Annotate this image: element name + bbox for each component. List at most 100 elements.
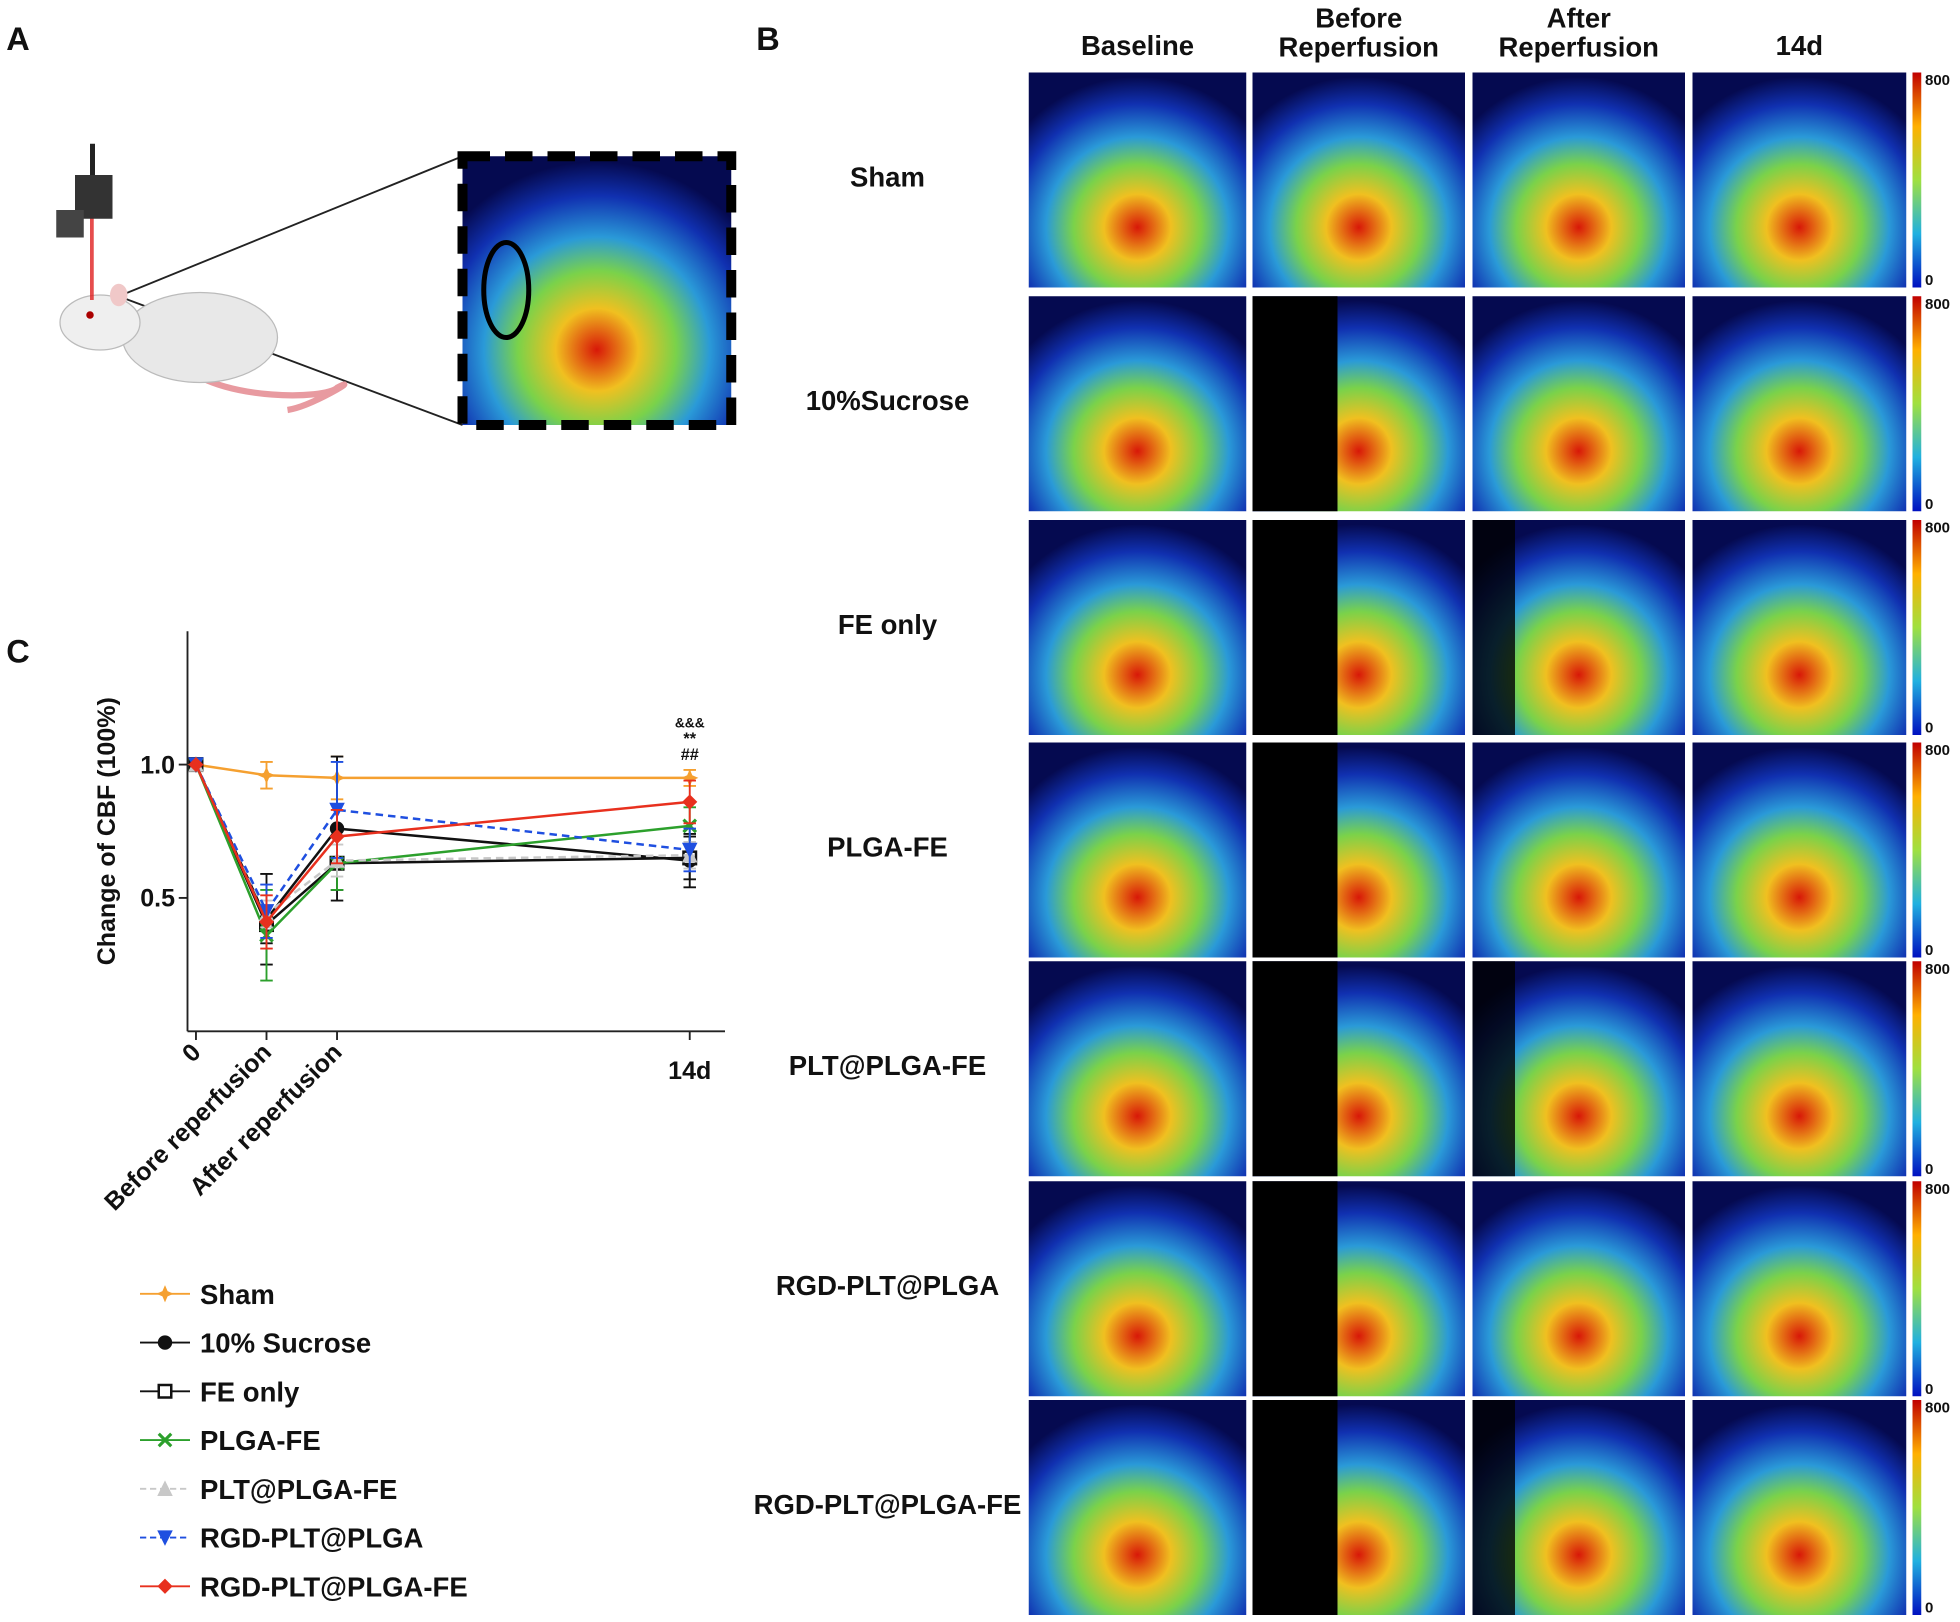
colorbar-label: 800 — [1925, 1400, 1950, 1417]
perfusion-image — [1028, 296, 1247, 512]
perfusion-image — [1692, 520, 1907, 735]
perfusion-image — [1472, 296, 1685, 512]
series-line — [194, 764, 690, 925]
column-header: After — [1547, 3, 1611, 34]
series-line — [194, 764, 690, 938]
row-label: Sham — [850, 161, 925, 192]
colorbar — [1912, 72, 1922, 288]
ischemic-region — [1252, 1400, 1338, 1615]
perfusion-image — [1028, 1181, 1247, 1397]
colorbar-label: 0 — [1925, 1600, 1933, 1617]
colorbar-label: 800 — [1925, 961, 1950, 978]
ischemic-region — [1472, 520, 1515, 735]
marker — [682, 794, 698, 810]
y-tick-label: 0.5 — [140, 885, 175, 913]
legend-label: Sham — [200, 1279, 275, 1310]
marker — [329, 829, 345, 845]
perfusion-image — [1472, 742, 1685, 958]
panel-label: C — [6, 634, 29, 670]
ischemic-region — [1252, 520, 1338, 735]
colorbar-label: 0 — [1925, 720, 1933, 737]
colorbar-label: 800 — [1925, 520, 1950, 537]
marker — [157, 1383, 173, 1399]
perfusion-image — [1252, 72, 1465, 288]
series-line — [195, 763, 690, 780]
perfusion-image — [1028, 961, 1247, 1177]
row-label: RGD-PLT@PLGA-FE — [754, 1489, 1022, 1520]
perfusion-image — [1472, 1181, 1685, 1397]
marker — [257, 766, 276, 784]
perfusion-image — [1692, 1400, 1907, 1615]
ischemic-region — [1252, 961, 1338, 1177]
colorbar — [1912, 520, 1922, 735]
legend-label: RGD-PLT@PLGA-FE — [200, 1571, 468, 1602]
row-label: PLT@PLGA-FE — [789, 1050, 986, 1081]
x-tick-label: 0 — [177, 1038, 207, 1068]
perfusion-image — [1692, 961, 1907, 1177]
colorbar-label: 0 — [1925, 1161, 1933, 1178]
significance-annotation: &&& — [675, 716, 705, 731]
marker — [681, 842, 698, 859]
ischemic-region — [1252, 1181, 1338, 1397]
colorbar-label: 800 — [1925, 1181, 1950, 1198]
ischemic-region — [1252, 742, 1338, 958]
marker — [157, 1335, 173, 1350]
perfusion-image — [1028, 742, 1247, 958]
legend-label: 10% Sucrose — [200, 1328, 371, 1359]
marker — [258, 914, 275, 930]
perfusion-image — [1692, 296, 1907, 512]
x-tick-label: 14d — [668, 1057, 711, 1085]
ischemic-region — [1472, 1400, 1515, 1615]
column-header: Baseline — [1081, 30, 1194, 61]
colorbar-label: 0 — [1925, 272, 1933, 289]
column-header: Reperfusion — [1279, 31, 1439, 62]
legend-label: RGD-PLT@PLGA — [200, 1523, 424, 1554]
legend-label: PLGA-FE — [200, 1425, 321, 1456]
image-grid: BaselineBeforeReperfusionAfterReperfusio… — [754, 3, 1950, 1617]
colorbar-label: 0 — [1925, 1381, 1933, 1398]
marker — [157, 1530, 173, 1546]
colorbar — [1912, 296, 1922, 512]
y-axis-label: Change of CBF (100%) — [93, 697, 121, 965]
panel-label: B — [756, 21, 779, 57]
row-label: FE only — [838, 609, 938, 640]
marker — [682, 818, 698, 834]
significance-annotation: ** — [683, 730, 696, 748]
row-label: 10%Sucrose — [806, 385, 970, 416]
colorbar-label: 0 — [1925, 942, 1933, 959]
legend-label: PLT@PLGA-FE — [200, 1474, 397, 1505]
ischemic-region — [1472, 961, 1515, 1177]
marker — [157, 1578, 173, 1594]
perfusion-image — [1028, 72, 1247, 288]
speckle-inset — [457, 151, 737, 431]
column-header: Before — [1315, 3, 1402, 34]
panel-label: A — [6, 21, 29, 57]
perfusion-image — [1692, 742, 1907, 958]
mouse-illustration — [56, 143, 463, 426]
colorbar-label: 800 — [1925, 72, 1950, 89]
marker — [157, 1480, 173, 1496]
row-label: PLGA-FE — [827, 831, 948, 862]
marker — [188, 757, 204, 773]
colorbar — [1912, 1181, 1922, 1397]
y-tick-label: 1.0 — [140, 751, 175, 779]
marker — [157, 1432, 173, 1448]
perfusion-image — [1692, 72, 1907, 288]
colorbar-label: 800 — [1925, 296, 1950, 313]
series-line — [194, 764, 690, 914]
ischemic-region — [1252, 296, 1338, 512]
significance-annotation: ## — [681, 746, 699, 764]
row-label: RGD-PLT@PLGA — [776, 1270, 1000, 1301]
colorbar — [1912, 961, 1922, 1177]
perfusion-image — [1472, 72, 1685, 288]
colorbar — [1912, 1400, 1922, 1615]
column-header: 14d — [1776, 30, 1823, 61]
perfusion-image — [1692, 1181, 1907, 1397]
colorbar — [1912, 742, 1922, 958]
colorbar-label: 0 — [1925, 496, 1933, 513]
legend-label: FE only — [200, 1376, 300, 1407]
marker — [156, 1285, 174, 1303]
